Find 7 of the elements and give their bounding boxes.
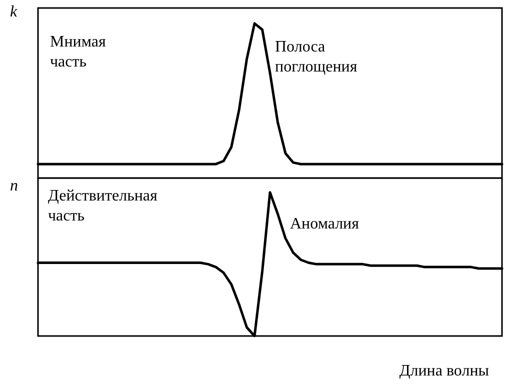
- annotation: Полоса поглощения: [275, 38, 358, 76]
- annotation: Действительная часть: [48, 188, 158, 224]
- annotation: Аномалия: [290, 216, 360, 232]
- y-axis-title: n: [10, 178, 18, 194]
- x-axis-title: Длина волны: [399, 362, 490, 380]
- annotation: Мнимая часть: [50, 34, 106, 70]
- y-axis-title: k: [10, 4, 18, 20]
